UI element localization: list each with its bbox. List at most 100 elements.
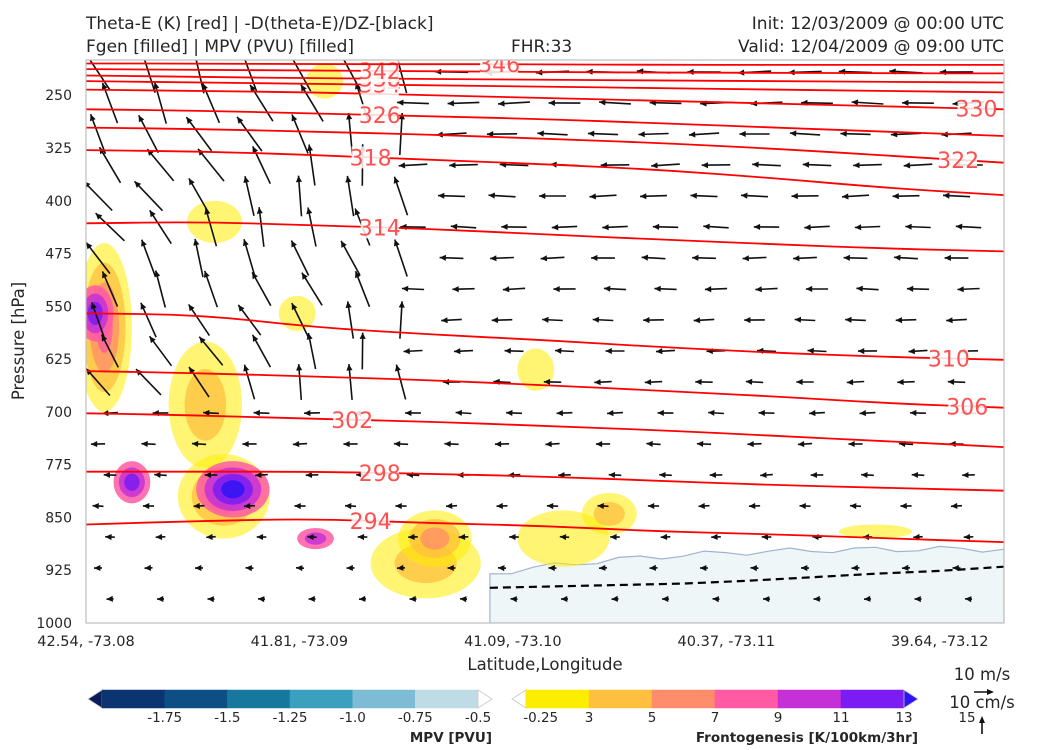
vector-head	[346, 113, 353, 120]
contour-line	[86, 126, 1004, 164]
vector-head	[543, 378, 551, 385]
colorbar-segment	[714, 689, 779, 709]
wind-vector	[197, 148, 225, 182]
colorbar-extend-high	[477, 689, 493, 709]
wind-vector	[156, 595, 165, 602]
vector-head	[660, 533, 668, 540]
wind-vector	[845, 316, 866, 323]
wind-vector	[605, 348, 625, 354]
vector-head	[858, 348, 865, 355]
vector-head	[504, 347, 511, 354]
wind-vector	[641, 254, 666, 261]
vector-head	[906, 285, 914, 292]
wind-vector	[603, 285, 627, 292]
vector-head	[647, 503, 655, 509]
contour-line	[86, 518, 1004, 543]
contour-label-bg	[957, 97, 996, 120]
vector-head	[789, 130, 797, 137]
colorbar-tick-label: 5	[648, 710, 657, 726]
wind-vector	[856, 285, 879, 292]
vector-head	[291, 114, 298, 122]
vector-head	[237, 116, 244, 124]
wind-vector	[543, 378, 562, 385]
wind-vector	[946, 317, 967, 324]
vector-head	[188, 304, 195, 312]
wind-vector	[905, 223, 931, 230]
wind-vector	[587, 130, 619, 137]
vector-head	[207, 596, 214, 603]
vector-head	[861, 472, 868, 478]
vector-head	[611, 595, 618, 602]
contour-label: 322	[937, 149, 979, 174]
wind-vector	[594, 379, 612, 386]
wind-vector	[498, 100, 530, 107]
vector-head	[191, 440, 199, 447]
mpv-blob	[297, 527, 334, 550]
vector-head	[405, 410, 412, 416]
vector-head	[853, 162, 860, 169]
wind-vector	[739, 130, 770, 137]
wind-vector	[509, 534, 519, 541]
wind-vector	[690, 192, 718, 199]
colorbar-segment	[588, 689, 653, 709]
vector-head	[199, 336, 206, 344]
wind-vector	[251, 271, 272, 307]
wind-vector	[700, 565, 708, 572]
vector-head	[90, 441, 98, 448]
wind-vector	[597, 503, 609, 510]
vector-head	[859, 410, 866, 417]
contour-line	[86, 221, 1004, 253]
wind-vector	[93, 564, 103, 571]
vector-head	[460, 596, 467, 603]
vector-head	[306, 207, 313, 215]
y-tick-label: 925	[45, 563, 72, 579]
vector-head	[801, 565, 808, 572]
wind-vector	[540, 255, 565, 262]
wind-vector	[712, 596, 720, 603]
vector-head	[103, 472, 110, 478]
vector-head	[692, 254, 699, 261]
vector-head	[193, 238, 200, 246]
wind-vector	[397, 99, 429, 106]
vector-head	[952, 565, 959, 572]
wind-vector	[449, 162, 478, 169]
contour-label-bg	[351, 509, 390, 532]
vector-shaft	[185, 116, 213, 152]
contour-line	[86, 149, 1004, 196]
vector-shaft	[149, 209, 172, 245]
wind-vector	[755, 286, 778, 293]
vector-head	[895, 317, 903, 324]
vector-head	[793, 255, 800, 262]
contour-label: 330	[956, 98, 998, 123]
vector-head	[458, 533, 466, 540]
wind-vector	[437, 192, 466, 199]
wind-vector	[693, 317, 715, 324]
vector-head	[354, 208, 361, 216]
wind-vector	[291, 302, 309, 338]
vector-head	[140, 302, 147, 310]
vector-head	[846, 379, 854, 386]
vector-head	[608, 472, 616, 478]
vector-head	[840, 130, 847, 137]
vector-head	[186, 117, 193, 124]
theta-e-contour: 314	[86, 216, 1004, 253]
vector-head	[597, 503, 604, 510]
wind-vector	[142, 503, 155, 510]
vector-head	[610, 534, 617, 541]
wind-vector	[813, 595, 821, 602]
dashed-contour	[489, 565, 1004, 589]
wind-vector	[497, 565, 507, 572]
wind-vector	[964, 596, 973, 603]
wind-vector	[910, 409, 926, 416]
wind-vector	[750, 565, 759, 572]
vector-head	[242, 239, 249, 247]
wind-vector	[345, 175, 355, 217]
vector-head	[204, 207, 211, 215]
vector-head	[745, 378, 753, 385]
wind-vector	[857, 348, 878, 355]
vector-head	[86, 242, 93, 250]
vector-head	[794, 316, 802, 323]
wind-vector	[952, 565, 961, 572]
wind-vector	[143, 60, 156, 94]
wind-vector	[255, 472, 268, 478]
